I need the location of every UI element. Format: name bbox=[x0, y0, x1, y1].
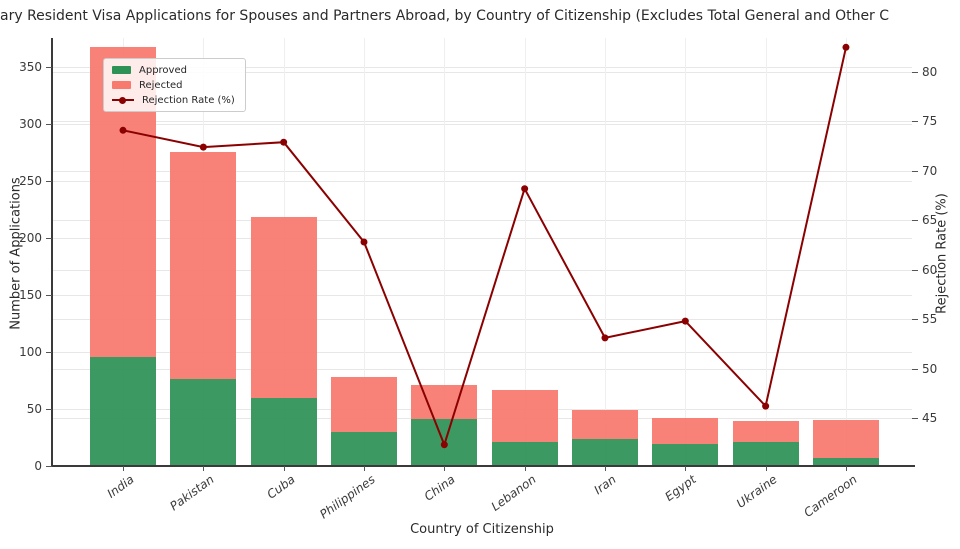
bar-lebanon-approved bbox=[491, 441, 558, 466]
bar-cuba-rejected bbox=[250, 216, 317, 399]
legend: Approved Rejected Rejection Rate (%) bbox=[103, 58, 246, 112]
ytick-left-50 bbox=[46, 408, 52, 410]
xtick-china bbox=[444, 465, 446, 471]
legend-item-rejection-rate: Rejection Rate (%) bbox=[112, 94, 235, 106]
ytick-label-left-0: 0 bbox=[34, 458, 42, 473]
ytick-left-200 bbox=[46, 237, 52, 239]
gridline-x-cameroon bbox=[845, 38, 847, 466]
legend-label-rejection-rate: Rejection Rate (%) bbox=[142, 94, 235, 106]
bar-cuba-approved bbox=[250, 398, 317, 466]
line-marker-dot bbox=[119, 96, 126, 104]
legend-item-approved: Approved bbox=[112, 64, 235, 76]
rejected-swatch bbox=[112, 81, 131, 89]
xtick-egypt bbox=[685, 465, 687, 471]
bar-iran-approved bbox=[571, 439, 638, 466]
bar-philippines-approved bbox=[330, 432, 397, 466]
ytick-label-right-70: 70 bbox=[922, 163, 938, 178]
x-axis-spine bbox=[52, 465, 915, 467]
ytick-left-150 bbox=[46, 294, 52, 296]
approved-swatch bbox=[112, 66, 131, 74]
gridline-left-300 bbox=[52, 123, 912, 125]
ytick-right-60 bbox=[912, 269, 918, 271]
ytick-label-left-150: 150 bbox=[19, 287, 42, 302]
y-axis-spine bbox=[51, 38, 53, 467]
gridline-right-75 bbox=[52, 121, 912, 123]
ytick-right-80 bbox=[912, 72, 918, 73]
legend-label-rejected: Rejected bbox=[139, 79, 183, 91]
bar-egypt-approved bbox=[652, 443, 719, 466]
ytick-right-70 bbox=[912, 170, 918, 172]
ytick-label-right-45: 45 bbox=[922, 411, 938, 425]
ytick-left-350 bbox=[46, 66, 52, 68]
gridline-x-ukraine bbox=[765, 38, 767, 466]
ytick-label-left-350: 350 bbox=[19, 59, 42, 74]
rejection-rate-line-swatch bbox=[112, 96, 134, 104]
ytick-right-45 bbox=[912, 418, 918, 419]
ytick-right-50 bbox=[912, 368, 918, 370]
xtick-philippines bbox=[363, 465, 365, 471]
bar-ukraine-rejected bbox=[732, 421, 799, 442]
xtick-cuba bbox=[283, 465, 285, 471]
bar-pakistan-approved bbox=[170, 378, 237, 466]
ytick-label-left-300: 300 bbox=[19, 116, 42, 131]
bar-iran-rejected bbox=[571, 409, 638, 440]
ytick-label-right-60: 60 bbox=[922, 262, 938, 277]
gridline-x-iran bbox=[604, 38, 606, 466]
xtick-india bbox=[123, 465, 124, 471]
ytick-label-left-50: 50 bbox=[26, 401, 42, 416]
ytick-label-right-50: 50 bbox=[922, 361, 938, 376]
ytick-left-250 bbox=[46, 180, 52, 182]
xtick-lebanon bbox=[524, 465, 526, 471]
bar-lebanon-rejected bbox=[491, 390, 558, 442]
chart-title: ary Resident Visa Applications for Spous… bbox=[0, 8, 890, 24]
bar-cameroon-rejected bbox=[812, 419, 879, 458]
ytick-label-right-65: 65 bbox=[922, 213, 938, 228]
ytick-label-left-200: 200 bbox=[19, 230, 42, 245]
bar-philippines-rejected bbox=[330, 376, 397, 433]
xtick-iran bbox=[604, 465, 606, 471]
bar-cameroon-approved bbox=[812, 457, 879, 466]
ytick-label-right-55: 55 bbox=[922, 312, 938, 327]
legend-item-rejected: Rejected bbox=[112, 79, 235, 91]
ytick-left-100 bbox=[46, 351, 52, 353]
ytick-left-300 bbox=[46, 123, 52, 125]
bar-china-approved bbox=[411, 418, 478, 466]
ytick-label-right-80: 80 bbox=[922, 65, 938, 79]
y-axis-label-right: Rejection Rate (%) bbox=[934, 193, 950, 314]
xtick-pakistan bbox=[203, 465, 205, 471]
ytick-label-left-250: 250 bbox=[19, 173, 42, 188]
ytick-right-65 bbox=[912, 220, 918, 222]
xtick-ukraine bbox=[765, 465, 767, 471]
x-axis-label: Country of Citizenship bbox=[410, 522, 554, 537]
gridline-x-egypt bbox=[685, 38, 687, 466]
bar-egypt-rejected bbox=[652, 417, 719, 444]
legend-label-approved: Approved bbox=[139, 64, 187, 76]
bar-ukraine-approved bbox=[732, 441, 799, 466]
y-axis-label-left: Number of Applications bbox=[8, 177, 24, 330]
xtick-cameroon bbox=[845, 465, 847, 471]
ytick-right-75 bbox=[912, 121, 918, 123]
bar-china-rejected bbox=[411, 384, 478, 419]
ytick-left-0 bbox=[46, 465, 52, 467]
ytick-right-55 bbox=[912, 319, 918, 321]
ytick-label-right-75: 75 bbox=[922, 114, 938, 129]
bar-india-approved bbox=[90, 357, 156, 466]
ytick-label-left-100: 100 bbox=[19, 344, 42, 359]
bar-pakistan-rejected bbox=[170, 152, 237, 379]
